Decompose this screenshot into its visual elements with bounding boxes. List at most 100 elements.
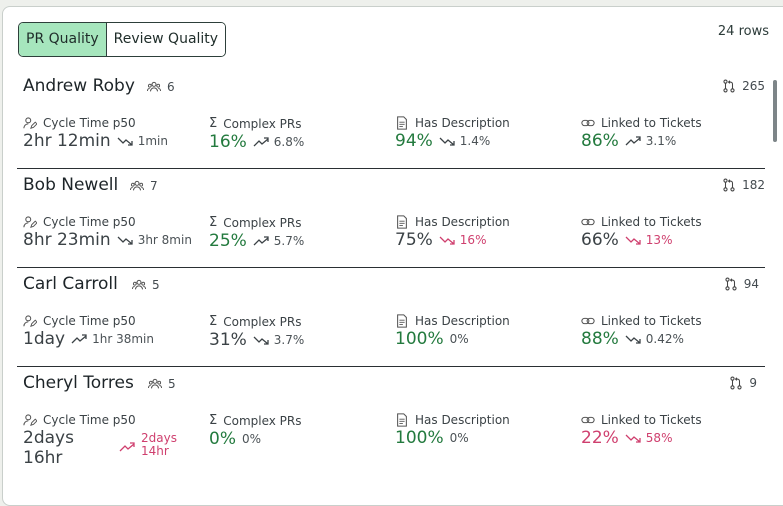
has-description-metric: Has Description 94% 1.4% xyxy=(395,116,510,151)
tab-pr-quality[interactable]: PR Quality xyxy=(19,23,107,56)
metric-delta-value: 1hr 38min xyxy=(92,332,154,346)
team-count: 5 xyxy=(152,278,160,292)
metric-delta-value: 0% xyxy=(449,431,469,445)
metric-value: 66% xyxy=(581,230,619,250)
team-icon xyxy=(132,279,146,290)
list-item[interactable]: Carl Carroll 5 94 Cycle Time p50 1day 1hr… xyxy=(17,268,765,367)
trend-down-icon xyxy=(253,336,269,345)
pr-count-value: 265 xyxy=(742,79,765,93)
linked-tickets-metric: Linked to Tickets 66% 13% xyxy=(581,215,702,250)
metric-label: Complex PRs xyxy=(223,215,302,230)
team-count: 6 xyxy=(167,80,175,94)
metric-delta-value: 0.42% xyxy=(645,332,684,346)
complex-prs-metric: Σ Complex PRs 31% 3.7% xyxy=(209,314,304,350)
document-icon xyxy=(397,413,407,427)
trend-up-icon xyxy=(119,442,135,452)
team-icon xyxy=(147,81,161,92)
metric-label: Complex PRs xyxy=(223,116,302,131)
list-item[interactable]: Andrew Roby 6 265 Cycle Time p50 2hr 12m… xyxy=(17,70,765,169)
list-item[interactable]: Cheryl Torres 5 9 Cycle Time p50 2days 1… xyxy=(17,367,765,468)
pull-request-icon xyxy=(725,277,737,291)
metric-label: Cycle Time p50 xyxy=(43,116,136,130)
metric-delta: 3.1% xyxy=(625,134,676,148)
pr-count: 9 xyxy=(729,376,757,390)
metric-delta: 58% xyxy=(625,431,672,445)
scrollbar-thumb[interactable] xyxy=(773,80,777,142)
metric-value-line: 16hr xyxy=(23,448,63,468)
metric-delta-value: 1min xyxy=(137,134,168,148)
person-name: Andrew Roby xyxy=(23,76,135,96)
pull-request-icon xyxy=(730,376,742,390)
trend-up-icon xyxy=(253,137,269,147)
metric-delta: 13% xyxy=(625,233,672,247)
metric-delta: 6.8% xyxy=(253,135,304,149)
trend-down-icon xyxy=(625,335,641,344)
user-edit-icon xyxy=(23,315,37,328)
metric-value: 2hr 12min xyxy=(23,131,111,151)
pr-count: 182 xyxy=(722,178,765,192)
metric-value: 94% xyxy=(395,131,433,151)
trend-down-icon xyxy=(625,236,641,245)
has-description-metric: Has Description 75% 16% xyxy=(395,215,510,250)
user-edit-icon xyxy=(23,414,37,427)
metric-label: Cycle Time p50 xyxy=(43,215,136,229)
team-size: 5 xyxy=(132,278,160,292)
link-icon xyxy=(581,416,595,424)
cycle-time-metric: Cycle Time p50 2days 16hr 2days 14hr xyxy=(23,413,177,468)
trend-down-icon xyxy=(117,137,133,146)
metric-delta: 0.42% xyxy=(625,332,684,346)
document-icon xyxy=(397,314,407,328)
list-item[interactable]: Bob Newell 7 182 Cycle Time p50 8hr 23mi… xyxy=(17,169,765,268)
complex-prs-metric: Σ Complex PRs 0% 0% xyxy=(209,413,302,449)
metric-delta-value: 3.7% xyxy=(273,333,305,347)
metric-delta: 1hr 38min xyxy=(71,332,154,346)
sigma-icon: Σ xyxy=(209,116,218,131)
metric-value-line: 2days xyxy=(23,428,74,448)
pr-count: 265 xyxy=(722,79,765,93)
pull-request-icon xyxy=(723,79,735,93)
metric-delta: 0% xyxy=(450,431,469,445)
link-icon xyxy=(581,119,595,127)
metric-delta: 5.7% xyxy=(253,234,304,248)
team-size: 5 xyxy=(148,377,176,391)
metric-delta-value: 0% xyxy=(449,332,469,346)
tab-review-quality[interactable]: Review Quality xyxy=(106,23,226,56)
has-description-metric: Has Description 100% 0% xyxy=(395,413,510,448)
metric-delta: 2days 14hr xyxy=(119,432,179,458)
linked-tickets-metric: Linked to Tickets 88% 0.42% xyxy=(581,314,702,349)
metric-delta: 1.4% xyxy=(439,134,490,148)
metric-delta-value: 0% xyxy=(241,432,262,446)
document-icon xyxy=(397,116,407,130)
metric-value: 8hr 23min xyxy=(23,230,111,250)
complex-prs-metric: Σ Complex PRs 16% 6.8% xyxy=(209,116,304,152)
people-list: Andrew Roby 6 265 Cycle Time p50 2hr 12m… xyxy=(17,70,765,468)
sigma-icon: Σ xyxy=(209,314,218,329)
metric-value: 25% xyxy=(209,231,247,251)
linked-tickets-metric: Linked to Tickets 86% 3.1% xyxy=(581,116,702,151)
metric-label: Linked to Tickets xyxy=(601,116,702,130)
pr-count-value: 9 xyxy=(749,376,757,390)
pull-request-icon xyxy=(723,178,735,192)
user-edit-icon xyxy=(23,216,37,229)
cycle-time-metric: Cycle Time p50 1day 1hr 38min xyxy=(23,314,154,349)
sigma-icon: Σ xyxy=(209,215,218,230)
metric-value: 2days 16hr xyxy=(23,428,83,468)
metric-value: 22% xyxy=(581,428,619,448)
metric-label: Cycle Time p50 xyxy=(43,413,136,427)
pr-quality-panel: PR Quality Review Quality 24 rows Andrew… xyxy=(2,6,783,506)
metric-delta: 3hr 8min xyxy=(117,233,192,247)
trend-down-icon xyxy=(439,137,455,146)
trend-down-icon xyxy=(439,236,455,245)
metric-delta: 16% xyxy=(439,233,486,247)
rows-count: 24 rows xyxy=(717,24,769,39)
has-description-metric: Has Description 100% 0% xyxy=(395,314,510,349)
document-icon xyxy=(397,215,407,229)
metric-value: 75% xyxy=(395,230,433,250)
metric-value: 100% xyxy=(395,428,444,448)
complex-prs-metric: Σ Complex PRs 25% 5.7% xyxy=(209,215,304,251)
pr-count-value: 182 xyxy=(742,178,765,192)
team-icon xyxy=(130,180,144,191)
trend-up-icon xyxy=(625,136,641,146)
person-name: Cheryl Torres xyxy=(23,373,134,393)
metric-delta-value: 2days xyxy=(141,431,177,445)
